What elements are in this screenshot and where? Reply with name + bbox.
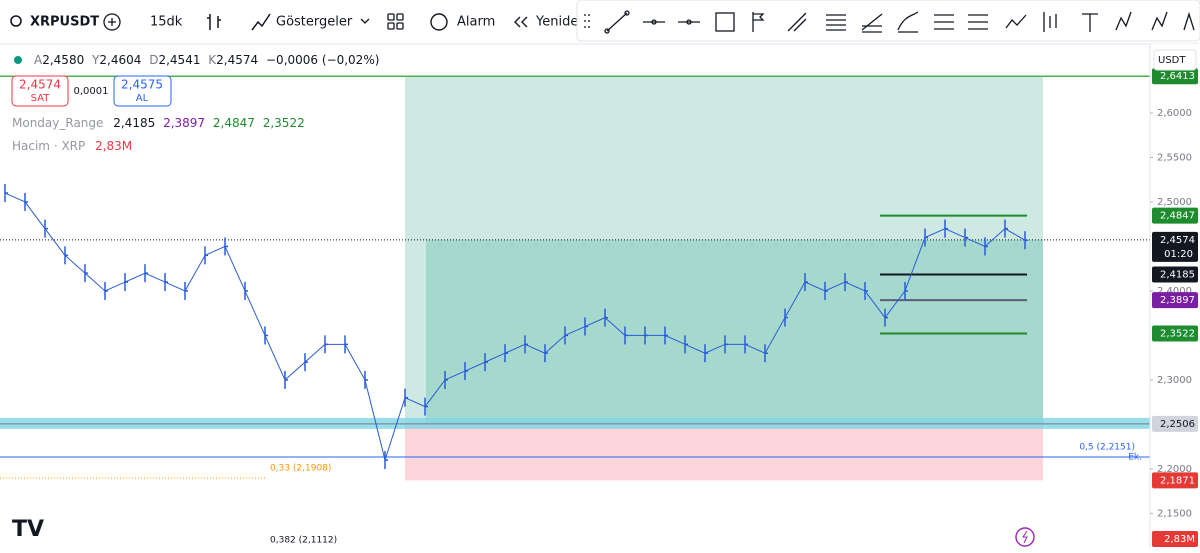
price-label [1152,207,1198,224]
buy-button[interactable] [113,75,172,107]
indicator-name: Hacim · XRP [12,139,85,153]
price-label-text: 2,4574 [1160,235,1195,246]
high-key: Y [91,53,100,67]
price-label [1152,292,1198,309]
y-tick-label: 2,1500 [1157,508,1192,519]
indicator-value: 2,83M [95,139,132,153]
indicator-value: 2,3897 [163,116,205,130]
chevron[interactable] [360,18,370,24]
monday-range-legend: Monday_Range 2,4185 2,3897 2,4847 2,3522 [12,116,305,130]
price-path [4,192,1026,462]
add-symbol[interactable] [103,13,121,31]
sell-label: SAT [31,93,51,104]
fib-label: 0,382 (2,1112) [270,536,337,546]
drawing-tools[interactable] [584,10,1195,34]
add-icon [108,18,116,26]
fib-label: 0,5 (2,2151) [1079,443,1135,453]
y-tick-label: 2,3000 [1157,375,1192,386]
flash-icon[interactable] [1015,527,1035,547]
indicators-button[interactable]: Göstergeler [276,15,353,30]
replay-icon [514,16,528,28]
spread: 0,0001 [74,86,109,97]
indicator-value: 2,4847 [213,116,255,130]
price-label [1152,415,1198,432]
buy-label: AL [136,93,149,104]
loss-zone [405,423,1043,481]
open-key: A [34,53,43,67]
search-icon[interactable] [10,15,22,27]
alarm-icon [430,13,448,31]
y-tick-label: 2,5000 [1157,197,1192,208]
ohlc-legend: A2,4580 Y2,4604 D2,4541 K2,4574 −0,0006 … [34,53,379,67]
indicator-value: 2,4185 [113,116,155,130]
price-label [1152,68,1198,85]
currency-select[interactable] [1153,49,1197,71]
sell-price: 2,4574 [19,78,61,92]
high: 2,4604 [99,53,141,67]
indicator-value: 2,3522 [263,116,305,130]
low: 2,4541 [158,53,200,67]
volume-label [1152,531,1198,547]
close: 2,4574 [216,53,258,67]
plot: 0,5 (2,2151)Ek. 0,33 (2,1908) 0,382 (2,111… [0,44,1200,549]
price-label-text: 2,1871 [1160,475,1195,486]
layout-icon[interactable] [387,13,404,30]
volume-legend: Hacim · XRP 2,83M [12,139,132,153]
price-label [1152,266,1198,283]
price-label-text: 2,2506 [1160,419,1195,430]
drawing-toolbar [576,0,1200,42]
profit-filled [426,239,1043,424]
price-label [1152,231,1198,262]
alarm-button[interactable]: Alarm [457,15,495,30]
tv-logo[interactable]: TV [12,517,44,542]
price-label-text: 2,6413 [1160,71,1195,82]
change: −0,0006 (−0,02%) [266,53,379,67]
countdown: 01:20 [1164,249,1193,260]
status-dot [14,56,22,64]
symbol[interactable]: XRPUSDT [30,15,99,30]
sell-button[interactable] [11,75,69,107]
y-tick-label: 2,4000 [1157,286,1192,297]
price-label [1152,325,1198,342]
flash-bolt [1022,530,1028,544]
currency-text: USDT [1158,55,1186,66]
price-label [1152,472,1198,489]
price-label-text: 2,4847 [1160,211,1195,222]
y-tick-label: 2,6000 [1157,108,1192,119]
y-tick-label: 2,2000 [1157,464,1192,475]
open: 2,4580 [42,53,84,67]
y-tick-label: 2,5500 [1157,152,1192,163]
price-label-text: 2,4185 [1160,269,1195,280]
replay-button[interactable]: Yenide [535,15,578,30]
close-key: K [208,53,217,67]
fib-label: 0,33 (2,1908) [270,464,331,474]
buy-price: 2,4575 [121,78,163,92]
low-key: D [149,53,158,67]
price-label-text: 2,3522 [1160,328,1195,339]
volume-label-text: 2,83M [1164,534,1195,545]
price-label-text: 2,3897 [1160,295,1195,306]
chart-type-icon[interactable] [207,14,221,30]
fib-label: Ek. [1128,453,1142,463]
indicator-name: Monday_Range [12,116,103,130]
interval[interactable]: 15dk [150,15,183,30]
indicators-icon [251,13,271,31]
